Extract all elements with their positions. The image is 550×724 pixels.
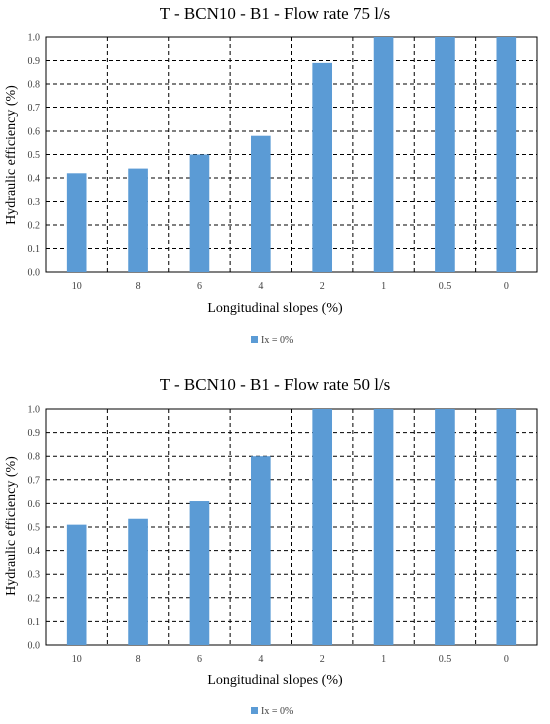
x-tick-label: 10 (72, 654, 82, 665)
bar (66, 173, 87, 272)
y-tick-label: 0.3 (28, 197, 41, 208)
x-tick-label: 6 (197, 654, 202, 665)
y-tick-label: 0.9 (28, 428, 41, 439)
bar (128, 168, 148, 272)
y-tick-label: 0.8 (28, 452, 41, 463)
x-tick-label: 0 (504, 654, 509, 665)
y-tick-label: 0.6 (28, 127, 41, 138)
y-tick-label: 0.7 (28, 103, 41, 114)
legend-label: Ix = 0% (261, 335, 293, 346)
y-axis-title: Hydraulic efficiency (%) (4, 456, 19, 596)
bar (312, 409, 333, 645)
x-tick-label: 1 (381, 281, 386, 292)
bar (373, 409, 394, 645)
y-tick-label: 0.5 (28, 523, 41, 534)
legend: Ix = 0% (251, 706, 293, 717)
y-tick-label: 0.1 (28, 617, 41, 628)
y-tick-label: 0.0 (28, 641, 41, 652)
legend-label: Ix = 0% (261, 706, 293, 717)
chart-title: T - BCN10 - B1 - Flow rate 50 l/s (160, 375, 391, 394)
bar (128, 518, 148, 645)
x-tick-label: 8 (136, 654, 141, 665)
y-tick-label: 0.2 (28, 221, 41, 232)
bar (496, 37, 517, 272)
bar (312, 62, 333, 272)
bar (250, 456, 271, 645)
x-tick-label: 1 (381, 654, 386, 665)
bar (373, 37, 394, 272)
y-tick-label: 0.1 (28, 244, 41, 255)
x-tick-label: 8 (136, 281, 141, 292)
legend: Ix = 0% (251, 335, 293, 346)
x-tick-label: 0 (504, 281, 509, 292)
x-tick-label: 0.5 (439, 281, 452, 292)
y-tick-label: 0.9 (28, 56, 41, 67)
x-tick-label: 4 (258, 281, 263, 292)
bar (435, 409, 455, 645)
x-tick-label: 6 (197, 281, 202, 292)
legend-swatch (251, 707, 258, 714)
y-tick-label: 1.0 (28, 405, 41, 416)
legend-swatch (251, 336, 258, 343)
chart-title: T - BCN10 - B1 - Flow rate 75 l/s (160, 4, 391, 23)
x-axis-title: Longitudinal slopes (%) (207, 673, 343, 688)
y-tick-label: 0.2 (28, 593, 41, 604)
y-axis-title: Hydraulic efficiency (%) (4, 85, 19, 225)
y-tick-label: 0.3 (28, 570, 41, 581)
chart-2-svg: T - BCN10 - B1 - Flow rate 50 l/s Hydrau… (4, 375, 538, 717)
y-tick-label: 1.0 (28, 33, 41, 44)
bar (435, 37, 455, 272)
y-tick-label: 0.4 (28, 546, 41, 557)
x-tick-label: 0.5 (439, 654, 452, 665)
bar (189, 501, 210, 645)
chart-flow-rate-75: T - BCN10 - B1 - Flow rate 75 l/s Hydrau… (4, 4, 538, 346)
x-tick-label: 4 (258, 654, 263, 665)
chart-flow-rate-50: T - BCN10 - B1 - Flow rate 50 l/s Hydrau… (0, 362, 550, 724)
chart-1-svg: T - BCN10 - B1 - Flow rate 75 l/s Hydrau… (4, 4, 538, 346)
x-tick-label: 2 (320, 281, 325, 292)
x-tick-label: 10 (72, 281, 82, 292)
bar (189, 154, 210, 272)
bar (66, 524, 87, 645)
x-tick-label: 2 (320, 654, 325, 665)
y-tick-label: 0.7 (28, 475, 41, 486)
x-axis-title: Longitudinal slopes (%) (207, 301, 343, 316)
bar (496, 409, 517, 645)
y-tick-label: 0.0 (28, 268, 41, 279)
y-tick-label: 0.8 (28, 80, 41, 91)
bar (250, 135, 271, 272)
y-tick-label: 0.6 (28, 499, 41, 510)
y-tick-label: 0.4 (28, 174, 41, 185)
y-tick-label: 0.5 (28, 150, 41, 161)
